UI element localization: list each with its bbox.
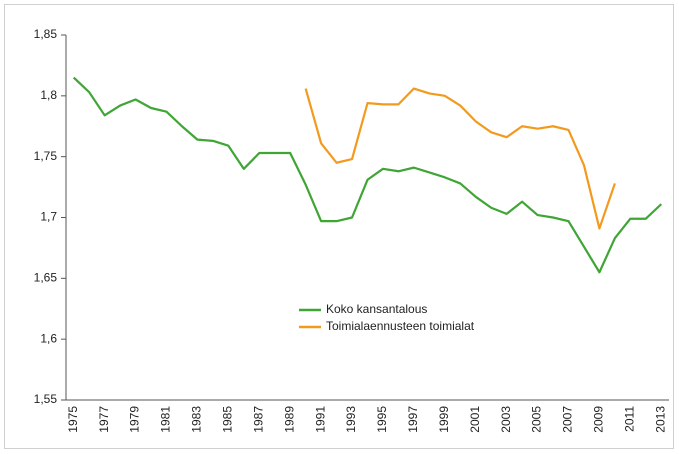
x-tick-label: 1991	[313, 406, 327, 433]
x-tick-label: 1983	[190, 406, 204, 433]
chart-border	[4, 4, 674, 449]
x-tick-label: 1989	[282, 406, 296, 433]
series-line	[72, 76, 663, 274]
x-tick-label: 1987	[251, 406, 265, 433]
x-tick-label: 1975	[66, 406, 80, 433]
x-tick-label: 1979	[128, 406, 142, 433]
x-tick-label: 2001	[468, 406, 482, 433]
y-tick-label: 1,65	[34, 271, 58, 285]
y-tick-label: 1,85	[34, 27, 58, 41]
x-tick-label: 1981	[159, 406, 173, 433]
x-tick-label: 1993	[344, 406, 358, 433]
legend-label: Koko kansantalous	[326, 302, 427, 316]
x-tick-label: 2013	[653, 406, 667, 433]
x-tick-label: 1995	[375, 406, 389, 433]
x-tick-label: 2005	[530, 406, 544, 433]
x-tick-label: 2011	[623, 406, 637, 432]
x-tick-label: 2009	[592, 406, 606, 433]
series-line	[304, 87, 616, 230]
x-tick-label: 1985	[221, 406, 235, 433]
legend-label: Toimialaennusteen toimialat	[326, 319, 475, 333]
x-tick-label: 1977	[97, 406, 111, 433]
x-tick-label: 1997	[406, 406, 420, 433]
x-tick-label: 2007	[561, 406, 575, 433]
y-tick-label: 1,6	[40, 331, 57, 345]
y-tick-label: 1,75	[34, 149, 58, 163]
y-tick-label: 1,7	[40, 210, 57, 224]
y-tick-label: 1,8	[40, 88, 57, 102]
x-tick-label: 1999	[437, 406, 451, 433]
x-tick-label: 2003	[499, 406, 513, 433]
y-tick-label: 1,55	[34, 392, 58, 406]
